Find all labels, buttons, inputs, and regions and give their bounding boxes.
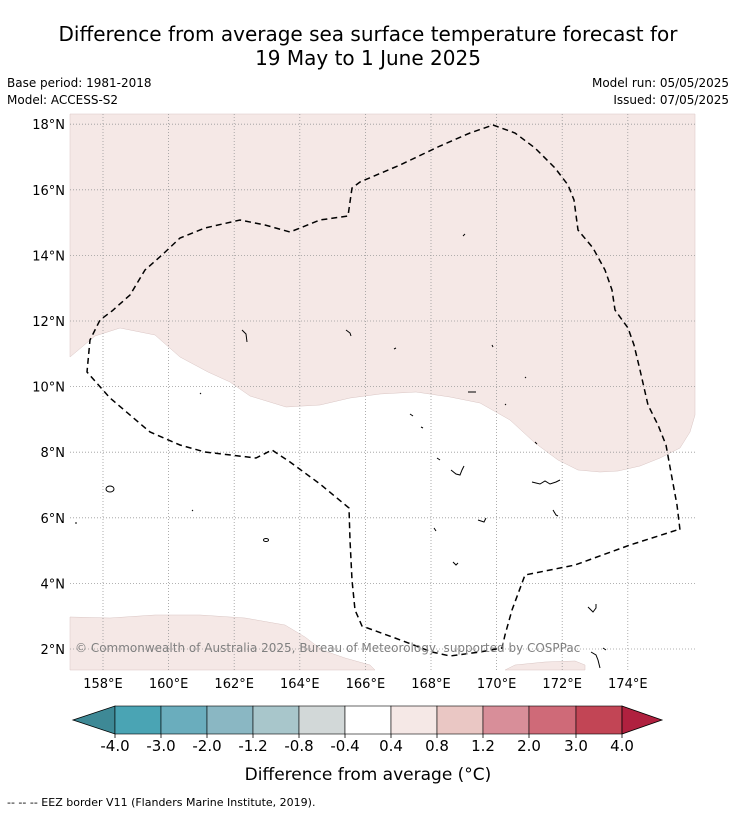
eez-footnote: -- -- -- EEZ border V11 (Flanders Marine… — [7, 796, 316, 809]
lon-tick-label: 170°E — [477, 677, 517, 692]
lat-tick-label: 8°N — [41, 446, 66, 461]
anomaly-region-southwest — [69, 614, 376, 671]
colorbar-label: Difference from average (°C) — [244, 765, 492, 785]
atoll-jaluit — [450, 465, 465, 476]
atoll-small-4 — [602, 647, 607, 651]
colorbar-bin — [436, 705, 484, 735]
base-period: Base period: 1981-2018 — [7, 76, 152, 90]
anomaly-region-southeast — [504, 660, 586, 671]
meta-left: Base period: 1981-2018 Model: ACCESS-S2 — [7, 75, 152, 109]
atoll-small-9 — [491, 344, 494, 348]
eez-border — [86, 124, 681, 657]
title-line-1: Difference from average sea surface temp… — [58, 22, 678, 46]
copyright-notice: © Commonwealth of Australia 2025, Bureau… — [75, 641, 581, 655]
atoll-small-1 — [433, 527, 437, 532]
atoll-mili — [531, 479, 561, 485]
colorbar-extend-high — [621, 705, 664, 735]
atoll-small-2 — [587, 604, 597, 613]
anomaly-region-north — [69, 113, 696, 473]
colorbar-bin — [160, 705, 208, 735]
colorbar-tick-label: -2.0 — [192, 737, 221, 755]
colorbar-bin — [114, 705, 162, 735]
island-nauru — [263, 538, 269, 542]
map-area: 2°N 4°N 6°N 8°N 10°N 12°N 14°N 16°N 18°N 158°E 16… — [32, 113, 696, 692]
model-run: Model run: 05/05/2025 — [591, 76, 729, 90]
colorbar-bin — [252, 705, 300, 735]
lat-tick-label: 4°N — [41, 577, 66, 592]
atoll-small-11 — [409, 413, 414, 417]
colorbar-bin — [575, 705, 623, 735]
latitude-labels: 2°N 4°N 6°N 8°N 10°N 12°N 14°N 16°N 18°N — [32, 118, 65, 658]
issued-date: Issued: 07/05/2025 — [613, 93, 729, 107]
lon-tick-label: 166°E — [346, 677, 386, 692]
colorbar-bin — [482, 705, 530, 735]
atoll-small-15 — [191, 509, 194, 512]
colorbar-extend-low — [71, 705, 116, 735]
atoll-tarawa — [477, 517, 487, 523]
colorbar-tick-label: -0.4 — [330, 737, 359, 755]
lon-tick-label: 168°E — [411, 677, 451, 692]
atoll-small-19 — [504, 403, 507, 406]
atoll-small-6 — [345, 329, 352, 337]
colorbar-bin — [344, 705, 392, 735]
colorbar-tick-label: -3.0 — [146, 737, 175, 755]
lat-tick-label: 12°N — [32, 315, 65, 330]
title-line-2: 19 May to 1 June 2025 — [255, 46, 481, 70]
colorbar-tick-label: -0.8 — [284, 737, 313, 755]
lat-tick-label: 18°N — [32, 118, 65, 133]
lat-tick-label: 14°N — [32, 249, 65, 264]
lat-tick-label: 10°N — [32, 381, 65, 396]
lon-tick-label: 174°E — [608, 677, 648, 692]
atoll-majuro — [552, 509, 559, 517]
colorbar-tick-label: -4.0 — [100, 737, 129, 755]
atoll-small-13 — [436, 457, 441, 461]
model-name: Model: ACCESS-S2 — [7, 93, 119, 107]
lon-tick-label: 172°E — [542, 677, 582, 692]
grid-lines — [70, 114, 695, 670]
atoll-small-3 — [590, 651, 601, 669]
map-title: Difference from average sea surface temp… — [0, 22, 736, 70]
atoll-small-14 — [199, 392, 202, 395]
longitude-labels: 158°E 160°E 162°E 164°E 166°E 168°E 170°E 172°E… — [83, 677, 647, 692]
colorbar: -4.0 -3.0 -2.0 -1.2 -0.8 -0.4 0.4 0.8 1.2 2.0 3.0 4… — [71, 705, 664, 755]
colorbar-bin — [390, 705, 438, 735]
colorbar-tick-label: 1.2 — [471, 737, 495, 755]
lon-tick-label: 164°E — [280, 677, 320, 692]
colorbar-tick-label: 0.4 — [379, 737, 403, 755]
meta-right: Model run: 05/05/2025 Issued: 07/05/2025 — [592, 75, 729, 109]
atoll-small-18 — [524, 376, 527, 379]
atoll-abaiang — [452, 561, 459, 566]
colorbar-tick-label: 4.0 — [610, 737, 634, 755]
colorbar-tick-label: -1.2 — [238, 737, 267, 755]
colorbar-bin — [528, 705, 577, 735]
colorbar-bin — [298, 705, 346, 735]
colorbar-tick-label: 0.8 — [425, 737, 449, 755]
atoll-small-5 — [241, 329, 248, 343]
atoll-small-12 — [420, 426, 424, 429]
lat-tick-label: 6°N — [41, 512, 66, 527]
atoll-small-7 — [462, 233, 466, 237]
lon-tick-label: 158°E — [83, 677, 123, 692]
lat-tick-label: 2°N — [41, 643, 66, 658]
colorbar-tick-label: 3.0 — [564, 737, 588, 755]
lon-tick-label: 160°E — [149, 677, 189, 692]
lat-tick-label: 16°N — [32, 184, 65, 199]
atoll-small-17 — [534, 441, 538, 445]
island-kosrae — [105, 485, 115, 493]
atoll-small-8 — [393, 347, 397, 350]
colorbar-tick-label: 2.0 — [517, 737, 541, 755]
lon-tick-label: 162°E — [214, 677, 254, 692]
colorbar-bin — [206, 705, 254, 735]
islands — [75, 233, 607, 669]
